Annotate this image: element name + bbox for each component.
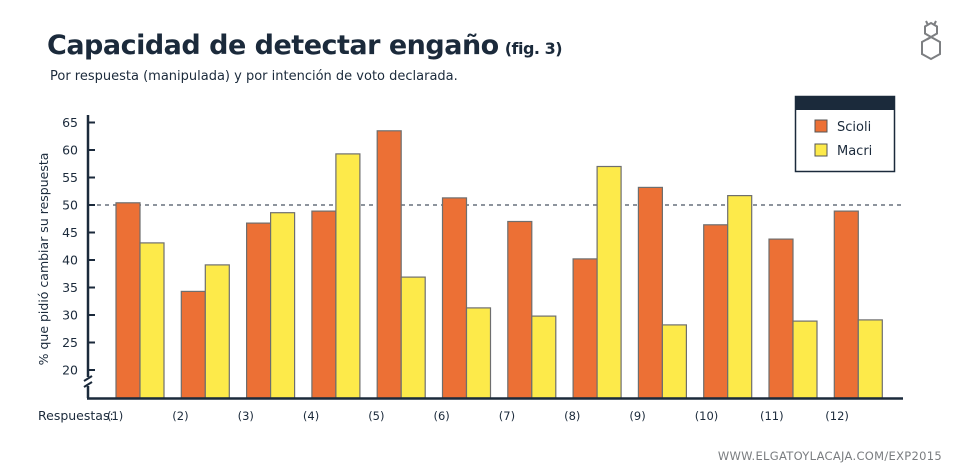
legend-header: [795, 96, 895, 110]
title-text: Capacidad de detectar engaño: [47, 30, 499, 61]
legend-swatch-macri: [814, 143, 828, 157]
x-category-label-9: (9): [629, 409, 645, 423]
x-category-label-7: (7): [499, 409, 515, 423]
bar-macri-4: [335, 153, 361, 399]
x-category-label-2: (2): [172, 409, 188, 423]
chart-title: Capacidad de detectar engaño (fig. 3): [47, 30, 563, 61]
bar-scioli-3: [246, 222, 272, 399]
y-tick-label-35: 35: [62, 280, 78, 295]
x-category-label-1: (1): [107, 409, 123, 423]
x-category-label-3: (3): [238, 409, 254, 423]
bar-scioli-6: [441, 197, 468, 399]
cat-hexagon-logo-icon: [918, 16, 944, 70]
y-tick-label-30: 30: [62, 308, 78, 323]
x-category-label-11: (11): [760, 409, 784, 423]
bar-macri-3: [270, 212, 296, 399]
figure-number: (fig. 3): [504, 39, 563, 58]
bar-macri-9: [661, 324, 688, 399]
bar-scioli-8: [572, 258, 598, 399]
y-tick-label-45: 45: [62, 225, 78, 240]
bar-macri-6: [465, 307, 492, 399]
x-category-label-10: (10): [695, 409, 719, 423]
x-axis-label: Respuestas:: [38, 408, 114, 423]
axis-break-icon: [83, 375, 93, 388]
bar-scioli-4: [311, 210, 337, 399]
y-tick-label-50: 50: [62, 198, 78, 213]
bar-scioli-10: [703, 224, 729, 399]
x-category-label-4: (4): [303, 409, 319, 423]
x-category-label-12: (12): [825, 409, 849, 423]
bar-scioli-12: [833, 210, 859, 399]
bar-macri-2: [204, 264, 230, 399]
bar-macri-5: [400, 276, 426, 399]
bar-scioli-9: [637, 186, 664, 399]
y-tick-label-55: 55: [62, 170, 78, 185]
bar-macri-8: [596, 165, 622, 399]
bar-scioli-1: [115, 202, 141, 399]
bar-macri-7: [531, 315, 557, 399]
x-category-label-6: (6): [434, 409, 450, 423]
legend-box: [794, 95, 896, 173]
bar-scioli-5: [376, 130, 402, 399]
y-tick-label-25: 25: [62, 335, 78, 350]
bar-scioli-2: [180, 290, 206, 399]
bar-macri-1: [139, 242, 165, 399]
legend-label-macri: Macri: [837, 144, 872, 159]
bar-macri-10: [727, 195, 753, 399]
source-url: WWW.ELGATOYLACAJA.COM/EXP2015: [717, 449, 942, 463]
x-category-label-8: (8): [564, 409, 580, 423]
y-tick-label-65: 65: [62, 115, 78, 130]
y-tick-label-40: 40: [62, 253, 78, 268]
x-category-label-5: (5): [368, 409, 384, 423]
legend-label-scioli: Scioli: [837, 120, 871, 135]
bar-macri-12: [857, 319, 883, 399]
bar-macri-11: [792, 320, 818, 399]
legend-swatch-scioli: [814, 119, 828, 133]
bar-scioli-11: [768, 238, 794, 399]
y-tick-label-60: 60: [62, 143, 78, 158]
legend: Scioli Macri: [794, 95, 896, 173]
y-axis-label: % que pidió cambiar su respuesta: [36, 153, 51, 366]
bar-scioli-7: [507, 220, 533, 399]
y-tick-label-20: 20: [62, 363, 78, 378]
chart-subtitle: Por respuesta (manipulada) y por intenci…: [50, 69, 458, 84]
